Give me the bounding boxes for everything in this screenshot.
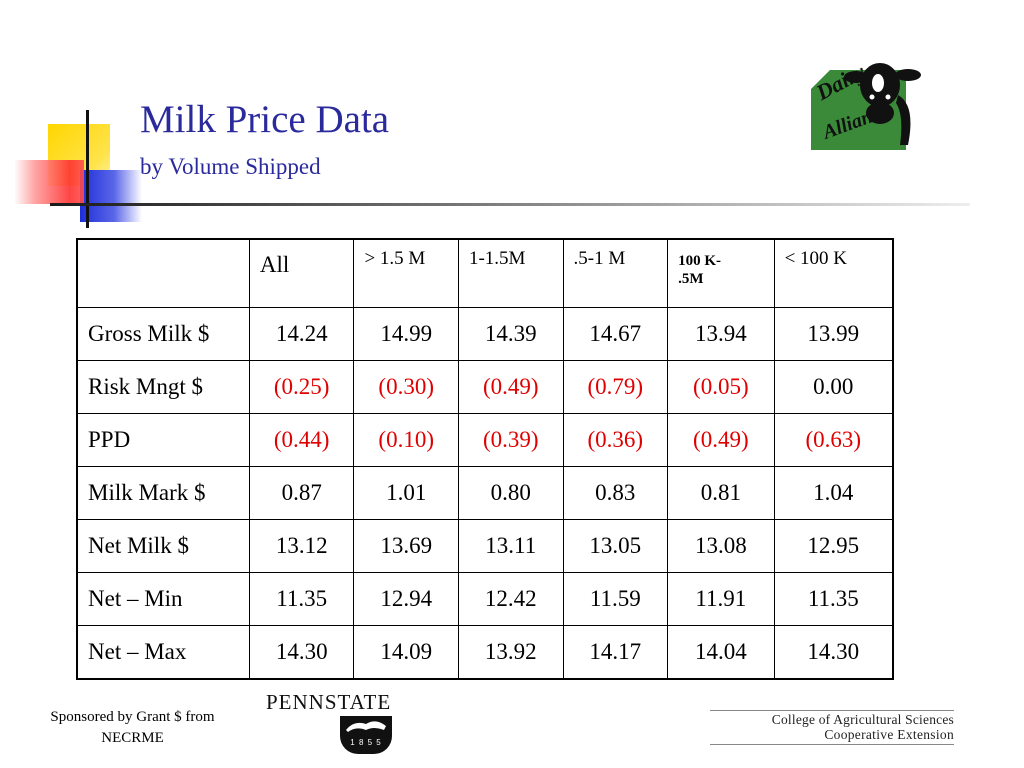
- table-cell: 0.87: [248, 466, 355, 520]
- header-under-100k: < 100 K: [773, 238, 894, 308]
- table-cell: (0.49): [457, 360, 564, 414]
- table-cell: 13.11: [457, 519, 564, 573]
- row-label: PPD: [76, 413, 250, 467]
- table-cell: 13.92: [457, 625, 564, 680]
- table-cell: (0.30): [353, 360, 459, 414]
- table-cell: 1.04: [773, 466, 894, 520]
- table-cell: 13.08: [667, 519, 775, 573]
- table-cell: 11.59: [562, 572, 669, 626]
- table-cell: 14.24: [248, 307, 355, 361]
- table-cell: 0.83: [562, 466, 669, 520]
- table-cell: 14.30: [773, 625, 894, 680]
- table-cell: 0.80: [457, 466, 564, 520]
- row-label: Milk Mark $: [76, 466, 250, 520]
- row-label: Gross Milk $: [76, 307, 250, 361]
- header-all: All: [248, 238, 355, 308]
- table-cell: 14.30: [248, 625, 355, 680]
- table-row: Net – Min 11.35 12.94 12.42 11.59 11.91 …: [76, 572, 894, 626]
- table-cell: 13.05: [562, 519, 669, 573]
- header-1-1-5m: 1-1.5M: [457, 238, 564, 308]
- milk-price-table: All > 1.5 M 1-1.5M .5-1 M 100 K- .5M < 1…: [76, 238, 894, 680]
- sponsor-line2: NECRME: [101, 730, 164, 746]
- table-cell: 14.17: [562, 625, 669, 680]
- table-cell: 0.00: [773, 360, 894, 414]
- table-cell: 14.04: [667, 625, 775, 680]
- college-line1: College of Agricultural Sciences: [771, 712, 954, 727]
- table-cell: 11.35: [248, 572, 355, 626]
- table-row: Gross Milk $ 14.24 14.99 14.39 14.67 13.…: [76, 307, 894, 361]
- sponsor-line1: Sponsored by Grant $ from: [50, 709, 215, 725]
- table-cell: 14.99: [353, 307, 459, 361]
- table-cell: 1.01: [353, 466, 459, 520]
- table-header-row: All > 1.5 M 1-1.5M .5-1 M 100 K- .5M < 1…: [76, 238, 894, 308]
- page-title: Milk Price Data: [140, 98, 390, 141]
- row-label: Net – Min: [76, 572, 250, 626]
- table-cell: (0.63): [773, 413, 894, 467]
- table-cell: 13.99: [773, 307, 894, 361]
- row-label: Risk Mngt $: [76, 360, 250, 414]
- row-label: Net Milk $: [76, 519, 250, 573]
- deco-red-square: [14, 160, 84, 204]
- table-cell: (0.10): [353, 413, 459, 467]
- table-cell: (0.36): [562, 413, 669, 467]
- dairy-alliance-cow-logo: Dairy Alliance: [808, 55, 933, 155]
- table-cell: (0.49): [667, 413, 775, 467]
- title-divider: [50, 203, 970, 206]
- college-line2: Cooperative Extension: [824, 727, 954, 742]
- header-blank: [76, 238, 250, 308]
- sponsor-note: Sponsored by Grant $ from NECRME: [20, 707, 245, 749]
- table-cell: (0.39): [457, 413, 564, 467]
- header-over-1-5m: > 1.5 M: [353, 238, 459, 308]
- deco-vertical-line: [86, 110, 89, 228]
- table-cell: 14.67: [562, 307, 669, 361]
- table-cell: (0.79): [562, 360, 669, 414]
- table-row: Milk Mark $ 0.87 1.01 0.80 0.83 0.81 1.0…: [76, 466, 894, 520]
- table-cell: (0.25): [248, 360, 355, 414]
- table-row: PPD (0.44) (0.10) (0.39) (0.36) (0.49) (…: [76, 413, 894, 467]
- table-cell: 12.94: [353, 572, 459, 626]
- table-cell: 12.42: [457, 572, 564, 626]
- table-cell: (0.05): [667, 360, 775, 414]
- table-row: Net – Max 14.30 14.09 13.92 14.17 14.04 …: [76, 625, 894, 680]
- table-cell: 13.12: [248, 519, 355, 573]
- table-cell: 0.81: [667, 466, 775, 520]
- table-cell: 11.91: [667, 572, 775, 626]
- penn-state-lion-shield-logo: PENNSTATE 1 8 5 5: [262, 690, 422, 760]
- college-top-rule: [710, 710, 954, 711]
- table-cell: 14.09: [353, 625, 459, 680]
- table-cell: 12.95: [773, 519, 894, 573]
- table-cell: 13.69: [353, 519, 459, 573]
- table-row: Net Milk $ 13.12 13.69 13.11 13.05 13.08…: [76, 519, 894, 573]
- header-100k-0-5m: 100 K- .5M: [667, 238, 775, 308]
- pennstate-year: 1 8 5 5: [350, 738, 382, 747]
- table-cell: 11.35: [773, 572, 894, 626]
- college-bottom-rule: [710, 744, 954, 745]
- pennstate-wordmark: PENNSTATE: [266, 690, 392, 714]
- header-0-5-1m: .5-1 M: [562, 238, 669, 308]
- page-subtitle: by Volume Shipped: [140, 154, 321, 179]
- table-row: Risk Mngt $ (0.25) (0.30) (0.49) (0.79) …: [76, 360, 894, 414]
- deco-blue-square: [80, 170, 142, 222]
- row-label: Net – Max: [76, 625, 250, 680]
- pennstate-shield: 1 8 5 5: [340, 716, 392, 754]
- table-cell: 13.94: [667, 307, 775, 361]
- table-cell: 14.39: [457, 307, 564, 361]
- table-cell: (0.44): [248, 413, 355, 467]
